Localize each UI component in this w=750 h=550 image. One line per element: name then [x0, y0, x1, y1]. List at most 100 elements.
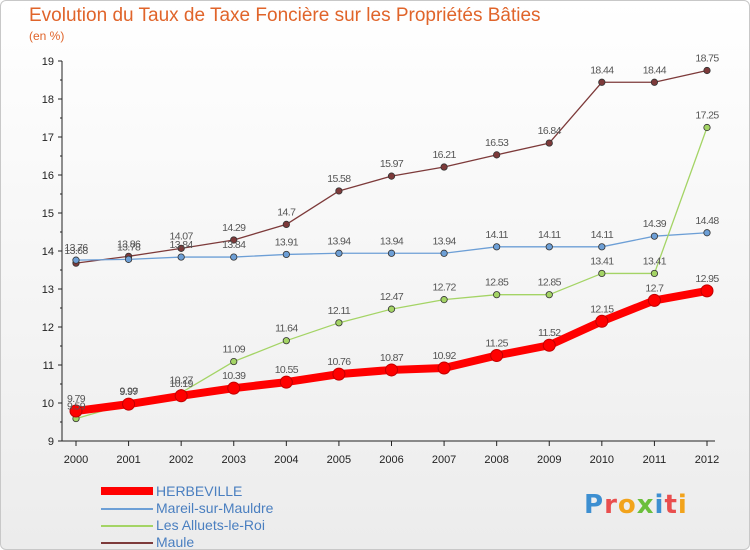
y-tick-label-19: 19 [42, 56, 54, 68]
data-point-mareil-sur-mauldre [545, 243, 553, 251]
data-label-mareil-sur-mauldre: 14.39 [643, 218, 667, 230]
data-label-herbeville: 10.19 [170, 378, 194, 390]
logo-letter: P [584, 490, 605, 520]
data-label-les-alluets-le-roi: 12.47 [380, 291, 404, 303]
data-point-maule [177, 244, 185, 252]
data-point-maule [703, 66, 711, 75]
data-point-mareil-sur-mauldre [282, 250, 290, 259]
data-label-maule: 14.07 [170, 230, 194, 242]
data-label-les-alluets-le-roi: 11.09 [223, 344, 246, 356]
y-tick-label-10: 10 [42, 398, 54, 410]
data-label-herbeville: 11.25 [485, 338, 508, 350]
data-label-mareil-sur-mauldre: 13.84 [222, 239, 246, 251]
x-tick-label-2004: 2004 [274, 454, 298, 466]
data-label-mareil-sur-mauldre: 13.94 [327, 235, 351, 247]
data-label-mareil-sur-mauldre: 14.11 [538, 229, 561, 241]
data-label-mareil-sur-mauldre: 13.91 [275, 236, 299, 248]
data-label-les-alluets-le-roi: 10.27 [170, 375, 194, 387]
x-tick-label-2011: 2011 [643, 454, 667, 466]
data-point-herbeville [227, 381, 241, 395]
data-point-les-alluets-le-roi [335, 319, 343, 327]
x-tick-label-2005: 2005 [327, 454, 351, 466]
data-label-herbeville: 12.95 [695, 273, 719, 285]
logo-letter: x [636, 490, 655, 520]
data-label-herbeville: 10.39 [222, 370, 246, 382]
y-tick-label-9: 9 [48, 436, 54, 448]
data-point-herbeville [700, 284, 714, 298]
data-label-maule: 18.44 [590, 64, 614, 76]
y-tick-label-13: 13 [42, 284, 54, 296]
data-label-les-alluets-le-roi: 13.41 [590, 255, 614, 267]
data-point-mareil-sur-mauldre [124, 255, 133, 263]
x-tick-label-2007: 2007 [432, 454, 456, 466]
chart-subtitle: (en %) [29, 29, 65, 43]
data-point-mareil-sur-mauldre [703, 229, 711, 237]
proxiti-logo: Proxiti [584, 490, 688, 520]
data-label-mareil-sur-mauldre: 13.94 [380, 235, 404, 247]
data-label-les-alluets-le-roi: 12.11 [328, 305, 351, 317]
data-label-mareil-sur-mauldre: 14.11 [591, 229, 614, 241]
data-point-herbeville [332, 367, 346, 381]
data-label-maule: 16.53 [485, 137, 509, 149]
data-point-mareil-sur-mauldre [72, 256, 80, 264]
data-point-les-alluets-le-roi [387, 305, 396, 313]
data-label-maule: 15.58 [327, 173, 351, 185]
legend-label-maule: Maule [156, 534, 195, 550]
chart-title: Evolution du Taux de Taxe Foncière sur l… [29, 5, 541, 26]
data-label-mareil-sur-mauldre: 13.94 [432, 235, 456, 247]
data-point-mareil-sur-mauldre [177, 253, 185, 261]
data-label-mareil-sur-mauldre: 13.76 [64, 242, 88, 254]
data-label-herbeville: 12.7 [645, 282, 664, 294]
data-label-herbeville: 10.55 [275, 364, 299, 376]
data-label-maule: 14.7 [277, 206, 296, 218]
data-point-herbeville [174, 389, 188, 403]
y-tick-label-14: 14 [42, 246, 54, 258]
x-tick-label-2009: 2009 [537, 454, 561, 466]
x-tick-label-2003: 2003 [222, 454, 246, 466]
x-tick-label-2006: 2006 [379, 454, 403, 466]
y-tick-label-18: 18 [42, 94, 54, 106]
legend-label-mareil: Mareil-sur-Mauldre [156, 500, 274, 516]
data-point-maule [387, 172, 396, 180]
logo-letter: o [617, 490, 637, 520]
data-label-maule: 15.97 [380, 158, 404, 170]
data-label-les-alluets-le-roi: 9.59 [67, 401, 86, 413]
data-point-herbeville [647, 293, 661, 307]
data-point-mareil-sur-mauldre [598, 243, 606, 251]
y-tick-label-15: 15 [42, 208, 54, 220]
data-point-les-alluets-le-roi [440, 296, 448, 304]
data-label-les-alluets-le-roi: 11.64 [275, 323, 298, 335]
x-tick-label-2010: 2010 [590, 454, 614, 466]
legend-swatch-mareil [101, 508, 153, 510]
data-point-mareil-sur-mauldre [493, 243, 501, 251]
legend-swatch-herbeville [101, 487, 153, 495]
data-label-maule: 18.44 [643, 64, 667, 76]
x-tick-label-2000: 2000 [64, 454, 88, 466]
legend-swatch-maule [101, 542, 153, 544]
data-label-mareil-sur-mauldre: 13.78 [117, 241, 141, 253]
x-tick-label-2008: 2008 [484, 454, 508, 466]
data-point-les-alluets-le-roi [493, 291, 501, 299]
data-label-les-alluets-le-roi: 12.85 [538, 277, 562, 289]
y-tick-label-12: 12 [42, 322, 54, 334]
y-tick-label-11: 11 [43, 360, 54, 372]
data-point-mareil-sur-mauldre [440, 249, 448, 257]
data-label-herbeville: 10.92 [432, 350, 456, 362]
data-point-herbeville [437, 361, 451, 375]
legend-swatch-alluets [101, 525, 153, 527]
data-label-les-alluets-le-roi: 9.99 [120, 385, 139, 397]
data-point-mareil-sur-mauldre [335, 249, 343, 257]
data-label-maule: 18.75 [695, 53, 719, 65]
data-point-maule [282, 220, 290, 228]
data-point-maule [493, 151, 501, 159]
data-point-maule [230, 236, 238, 244]
data-point-les-alluets-le-roi [230, 357, 238, 366]
data-label-herbeville: 10.76 [327, 356, 351, 368]
data-label-herbeville: 11.52 [538, 327, 561, 339]
logo-letter: t [664, 490, 678, 520]
data-label-maule: 13.68 [64, 245, 88, 257]
x-tick-label-2012: 2012 [695, 454, 719, 466]
data-label-mareil-sur-mauldre: 14.48 [695, 215, 719, 227]
